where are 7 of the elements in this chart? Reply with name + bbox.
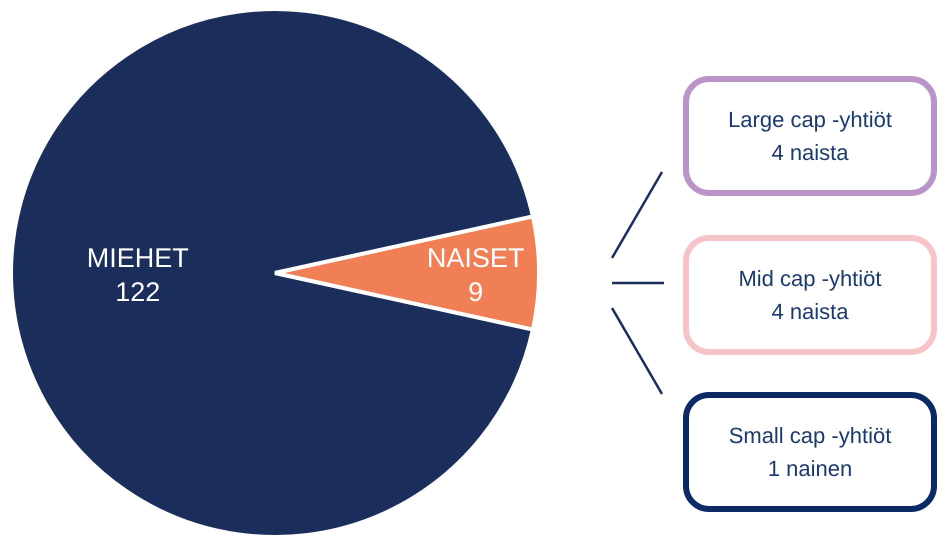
slice-label: MIEHET: [86, 243, 189, 273]
data-label: 122: [115, 277, 160, 307]
text: Small cap -yhtiöt 1 nainen: [728, 422, 892, 483]
text: Mid cap -yhtiöt 4 naista: [738, 265, 882, 326]
data-label: 9: [468, 277, 484, 307]
text: Large cap -yhtiöt 4 naista: [728, 106, 892, 167]
slice-label: NAISET: [426, 243, 524, 273]
